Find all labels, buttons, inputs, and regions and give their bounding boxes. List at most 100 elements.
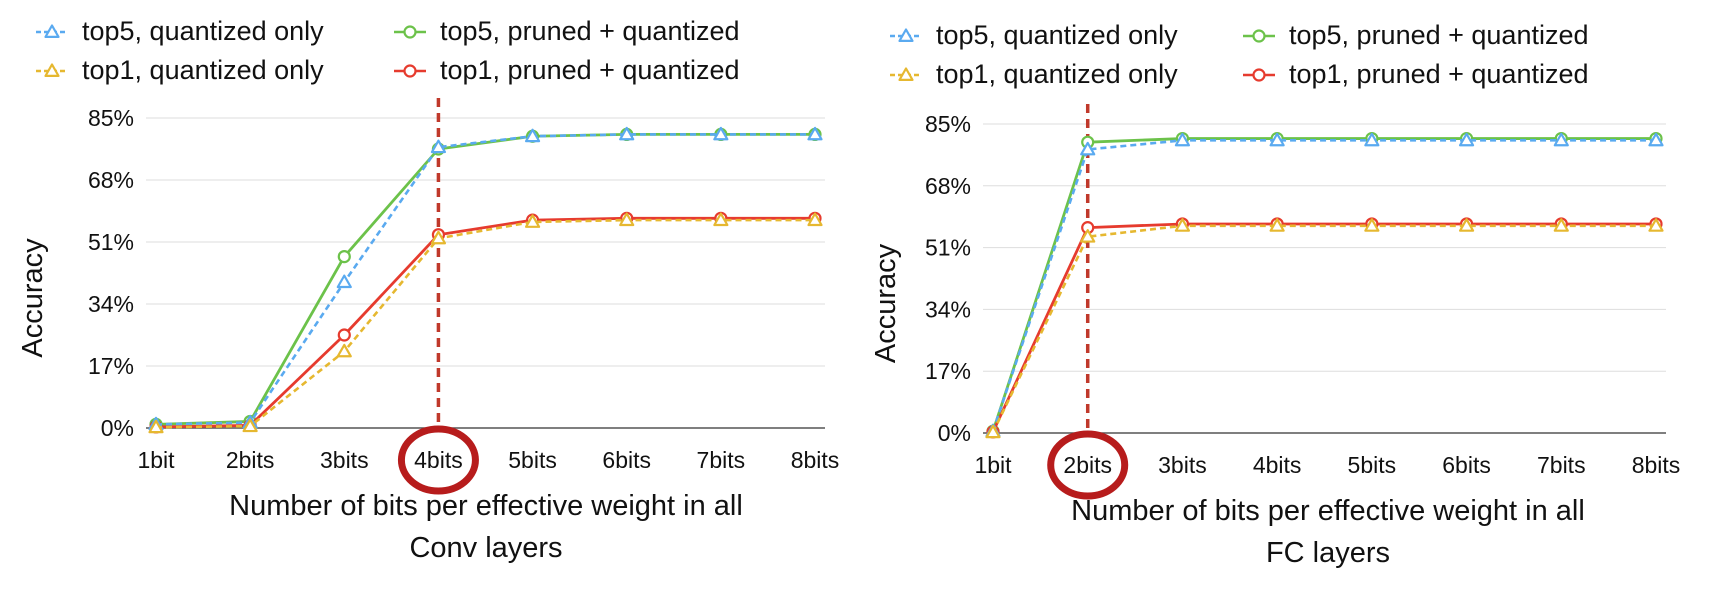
data-point bbox=[807, 126, 823, 141]
data-point bbox=[1174, 218, 1191, 232]
chart-svg: 0% 17% 34% 51% 68% 85% 1bit 2bits 3bits 4bits 5bit… bbox=[870, 20, 1680, 569]
x-tick-label: 6bits bbox=[602, 447, 651, 473]
data-point bbox=[430, 230, 447, 245]
legend-marker bbox=[898, 67, 914, 81]
series-line bbox=[991, 222, 1656, 433]
x-axis-title-line2: Conv layers bbox=[409, 532, 562, 564]
x-tick-label: 4bits bbox=[414, 447, 463, 473]
x-tick-label: 3bits bbox=[320, 447, 369, 473]
series-line bbox=[155, 218, 815, 429]
legend-marker bbox=[44, 24, 60, 38]
series-line bbox=[155, 216, 815, 429]
data-point bbox=[242, 418, 258, 433]
x-tick-label: 1bit bbox=[974, 452, 1012, 478]
data-point bbox=[1080, 141, 1096, 156]
highlight-circle bbox=[397, 425, 479, 495]
y-tick-label: 17% bbox=[925, 358, 971, 384]
x-tick-labels: 1bit 2bits 3bits 4bits 5bits 6bits 7bits 8bits bbox=[974, 452, 1680, 478]
series-top1-quantized-only bbox=[985, 218, 1664, 439]
x-tick-label: 5bits bbox=[508, 447, 557, 473]
data-point bbox=[1174, 132, 1191, 147]
y-axis-title: Accuracy bbox=[17, 238, 49, 358]
legend-label: top1, pruned + quantized bbox=[1289, 59, 1589, 89]
series-top5-quantized-only bbox=[148, 126, 823, 431]
y-tick-label: 34% bbox=[925, 296, 971, 322]
series-line bbox=[991, 139, 1656, 432]
data-point bbox=[336, 343, 352, 358]
x-tick-label: 3bits bbox=[1158, 452, 1207, 478]
y-tick-label: 0% bbox=[101, 415, 134, 441]
legend-entry: top1, quantized only bbox=[36, 55, 324, 85]
x-axis-title-line1: Number of bits per effective weight in a… bbox=[229, 490, 743, 522]
legend-label: top5, quantized only bbox=[936, 20, 1178, 50]
data-point bbox=[713, 212, 729, 227]
data-point bbox=[1080, 229, 1096, 243]
legend-label: top1, quantized only bbox=[936, 59, 1178, 89]
legend-entry: top1, pruned + quantized bbox=[1243, 59, 1589, 89]
y-axis-title: Accuracy bbox=[870, 243, 902, 363]
x-tick-label: 1bit bbox=[137, 447, 175, 473]
data-point bbox=[1458, 218, 1475, 232]
legend-marker bbox=[898, 28, 914, 42]
data-point bbox=[1364, 132, 1380, 147]
legend-entry: top1, pruned + quantized bbox=[394, 55, 740, 85]
x-tick-label: 2bits bbox=[1063, 452, 1112, 478]
gridlines bbox=[146, 117, 825, 429]
data-point bbox=[337, 249, 351, 264]
series-line bbox=[991, 137, 1656, 432]
fc-accuracy-chart: 0% 17% 34% 51% 68% 85% 1bit 2bits 3bits 4bits 5bit… bbox=[861, 0, 1722, 608]
y-tick-labels: 0% 17% 34% 51% 68% 85% bbox=[88, 105, 134, 441]
data-point bbox=[430, 139, 447, 154]
y-tick-label: 34% bbox=[88, 291, 134, 317]
x-tick-label: 6bits bbox=[1442, 452, 1491, 478]
x-tick-label: 8bits bbox=[1632, 452, 1681, 478]
x-tick-label: 7bits bbox=[1537, 452, 1586, 478]
data-point bbox=[713, 126, 729, 141]
data-point bbox=[1553, 218, 1569, 232]
data-point bbox=[1364, 218, 1380, 232]
legend: top5, quantized only top5, pruned + quant… bbox=[890, 20, 1589, 89]
legend-entry: top1, quantized only bbox=[890, 59, 1178, 89]
x-axis-title-line1: Number of bits per effective weight in a… bbox=[1071, 495, 1585, 527]
data-point bbox=[985, 424, 1001, 439]
x-tick-label: 2bits bbox=[226, 447, 275, 473]
data-point bbox=[1458, 132, 1475, 147]
y-tick-label: 51% bbox=[925, 235, 971, 261]
legend-entry: top5, pruned + quantized bbox=[1243, 20, 1589, 50]
data-point bbox=[336, 274, 352, 289]
legend-marker bbox=[44, 63, 60, 77]
highlight-circle bbox=[1047, 430, 1129, 500]
data-point bbox=[619, 126, 635, 141]
data-point bbox=[524, 128, 541, 143]
y-tick-label: 85% bbox=[88, 105, 134, 131]
y-tick-label: 68% bbox=[88, 167, 134, 193]
legend: top5, quantized only top5, pruned + quant… bbox=[36, 16, 740, 85]
data-point bbox=[1648, 218, 1664, 232]
series-top5-pruned-quantized bbox=[149, 127, 822, 431]
legend-marker bbox=[403, 25, 417, 39]
x-axis-title-line2: FC layers bbox=[1266, 537, 1390, 569]
series-top1-quantized-only bbox=[148, 212, 823, 434]
data-point bbox=[1269, 218, 1285, 232]
legend-marker bbox=[1252, 68, 1266, 82]
x-tick-labels: 1bit 2bits 3bits 4bits 5bits 6bits 7bits 8bits bbox=[137, 447, 839, 473]
gridlines bbox=[983, 123, 1666, 434]
data-point bbox=[148, 419, 164, 434]
conv-accuracy-chart: 0% 17% 34% 51% 68% 85% 1bit 2bits 3bits 4bits 5bit… bbox=[0, 0, 861, 608]
data-point bbox=[1269, 132, 1285, 147]
data-point bbox=[1648, 132, 1664, 147]
series-line bbox=[155, 133, 815, 426]
legend-marker bbox=[1252, 29, 1266, 43]
legend-label: top5, pruned + quantized bbox=[440, 16, 740, 46]
data-point bbox=[337, 328, 351, 342]
legend-label: top5, pruned + quantized bbox=[1289, 20, 1589, 50]
x-tick-label: 8bits bbox=[791, 447, 840, 473]
data-point bbox=[619, 212, 635, 227]
legend-label: top1, pruned + quantized bbox=[440, 55, 740, 85]
series-line bbox=[155, 133, 815, 426]
series-line bbox=[991, 224, 1656, 433]
y-tick-label: 0% bbox=[938, 420, 971, 446]
legend-label: top1, quantized only bbox=[82, 55, 324, 85]
series-top1-pruned-quantized bbox=[149, 211, 822, 434]
x-tick-label: 7bits bbox=[697, 447, 746, 473]
